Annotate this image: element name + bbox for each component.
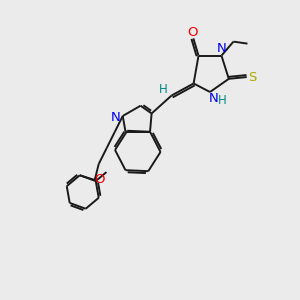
Text: S: S [248, 70, 257, 83]
Text: H: H [159, 83, 168, 96]
Text: N: N [209, 92, 219, 106]
Text: N: N [217, 42, 226, 55]
Text: N: N [111, 112, 121, 124]
Text: H: H [218, 94, 226, 107]
Text: O: O [187, 26, 198, 39]
Text: O: O [94, 173, 105, 187]
